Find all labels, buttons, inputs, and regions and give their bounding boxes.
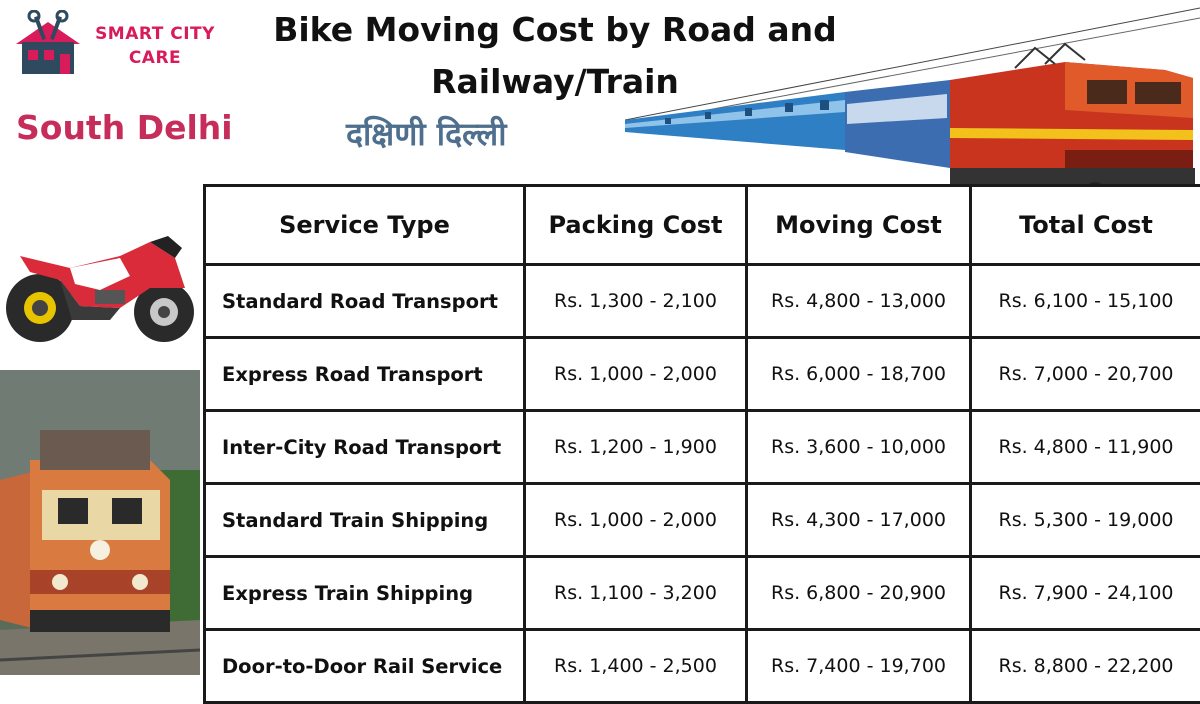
header-service-type: Service Type	[205, 186, 525, 265]
moving-cost-cell: Rs. 6,800 - 20,900	[747, 557, 971, 630]
table-row: Standard Road Transport Rs. 1,300 - 2,10…	[205, 265, 1200, 338]
packing-cost-cell: Rs. 1,200 - 1,900	[525, 411, 747, 484]
table-row: Door-to-Door Rail Service Rs. 1,400 - 2,…	[205, 630, 1200, 703]
header-moving-cost: Moving Cost	[747, 186, 971, 265]
total-cost-cell: Rs. 7,000 - 20,700	[971, 338, 1200, 411]
service-type-cell: Express Train Shipping	[205, 557, 525, 630]
packing-cost-cell: Rs. 1,100 - 3,200	[525, 557, 747, 630]
header-packing-cost: Packing Cost	[525, 186, 747, 265]
table-row: Express Train Shipping Rs. 1,100 - 3,200…	[205, 557, 1200, 630]
packing-cost-cell: Rs. 1,400 - 2,500	[525, 630, 747, 703]
brand-logo: SMART CITY CARE	[10, 10, 220, 80]
location-english: South Delhi	[16, 108, 233, 147]
moving-cost-cell: Rs. 4,800 - 13,000	[747, 265, 971, 338]
total-cost-cell: Rs. 7,900 - 24,100	[971, 557, 1200, 630]
red-sport-motorcycle-image	[0, 228, 200, 350]
logo-text: SMART CITY CARE	[90, 22, 220, 70]
packing-cost-cell: Rs. 1,300 - 2,100	[525, 265, 747, 338]
table-row: Express Road Transport Rs. 1,000 - 2,000…	[205, 338, 1200, 411]
table-row: Standard Train Shipping Rs. 1,000 - 2,00…	[205, 484, 1200, 557]
service-type-cell: Standard Train Shipping	[205, 484, 525, 557]
total-cost-cell: Rs. 4,800 - 11,900	[971, 411, 1200, 484]
service-type-cell: Door-to-Door Rail Service	[205, 630, 525, 703]
packing-cost-cell: Rs. 1,000 - 2,000	[525, 338, 747, 411]
total-cost-cell: Rs. 5,300 - 19,000	[971, 484, 1200, 557]
moving-cost-cell: Rs. 4,300 - 17,000	[747, 484, 971, 557]
packing-cost-cell: Rs. 1,000 - 2,000	[525, 484, 747, 557]
table-row: Inter-City Road Transport Rs. 1,200 - 1,…	[205, 411, 1200, 484]
service-type-cell: Standard Road Transport	[205, 265, 525, 338]
logo-line-2: CARE	[90, 46, 220, 70]
cost-table: Service Type Packing Cost Moving Cost To…	[203, 184, 1200, 704]
moving-cost-cell: Rs. 6,000 - 18,700	[747, 338, 971, 411]
location-hindi: दक्षिणी दिल्ली	[346, 112, 507, 155]
table-header-row: Service Type Packing Cost Moving Cost To…	[205, 186, 1200, 265]
house-with-tools-icon	[10, 10, 86, 76]
moving-cost-cell: Rs. 3,600 - 10,000	[747, 411, 971, 484]
logo-line-1: SMART CITY	[90, 22, 220, 46]
service-type-cell: Inter-City Road Transport	[205, 411, 525, 484]
moving-cost-cell: Rs. 7,400 - 19,700	[747, 630, 971, 703]
service-type-cell: Express Road Transport	[205, 338, 525, 411]
header-total-cost: Total Cost	[971, 186, 1200, 265]
diesel-locomotive-image	[0, 370, 200, 675]
total-cost-cell: Rs. 6,100 - 15,100	[971, 265, 1200, 338]
total-cost-cell: Rs. 8,800 - 22,200	[971, 630, 1200, 703]
